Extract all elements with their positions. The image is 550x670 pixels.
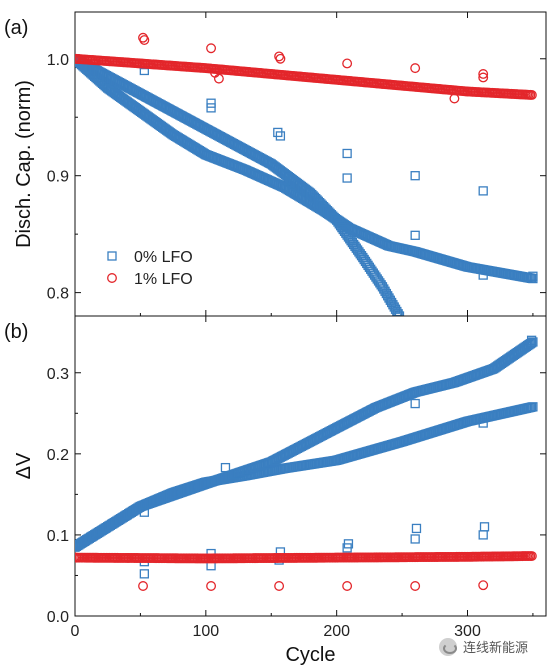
panel-b-outlier-point (410, 581, 421, 591)
panel-b-outlier-point (139, 507, 149, 517)
panel-b-ytick-label: 0.0 (47, 609, 69, 626)
panel-b-frame (74, 315, 547, 617)
panel-b-point (526, 551, 537, 561)
panel-a-outlier-point (478, 69, 489, 79)
panel-a-outlier-point (206, 43, 217, 54)
panel-b-outlier-point (479, 522, 490, 532)
panel-a-ytick-label: 1.0 (47, 52, 69, 69)
panel-a-outlier-point (206, 98, 216, 108)
panel-b-label: (b) (4, 321, 28, 343)
panel-a-outlier-point (342, 173, 352, 183)
panel-a-outlier-point (410, 171, 420, 181)
panel-b-outlier-point (220, 462, 231, 473)
panel-b-ylabel: ΔV (13, 452, 35, 479)
panel-b-outlier-point (478, 530, 488, 540)
panel-b-xtick-label: 100 (192, 623, 219, 640)
watermark-text: 连线新能源 (462, 641, 528, 656)
wechat-logo-icon (438, 637, 457, 656)
panel-a-point (75, 53, 80, 64)
panel-b-data (75, 335, 538, 591)
panel-b-outlier-point (274, 581, 285, 591)
panel-a-outlier-point (478, 186, 488, 196)
panel-b-point (528, 402, 538, 412)
panel-b-xtick-label: 200 (323, 623, 350, 640)
panel-b-outlier-point (343, 539, 354, 549)
panel-a-outlier-point (478, 72, 489, 83)
panel-b-outlier-point (410, 534, 420, 544)
panel-b-outlier-point (478, 418, 488, 428)
panel-b-ytick-label: 0.3 (47, 366, 69, 383)
panel-a-outlier-point (275, 53, 286, 64)
panel-b-outlier-point (342, 581, 353, 591)
panel-a-point (393, 309, 403, 316)
panel-b-outlier-point (411, 523, 422, 534)
panel-a-outlier-point (342, 58, 353, 69)
panel-a-outlier-point (410, 63, 421, 74)
panel-b-ytick-label: 0.2 (47, 447, 69, 464)
panel-b-outlier-point (139, 569, 149, 579)
panel-b-series-0-lfo (75, 335, 538, 579)
watermark: 连线新能源 (438, 637, 528, 656)
panel-b-xlabel: Cycle (285, 644, 335, 666)
panel-a-series-1-lfo (75, 32, 537, 104)
legend-marker (107, 273, 117, 283)
panel-b-xtick-label: 0 (71, 623, 80, 640)
panel-b-outlier-point (206, 581, 217, 591)
panel-a-outlier-point (206, 103, 216, 113)
panel-b-outlier-point (138, 581, 148, 591)
panel-a-point (394, 311, 405, 316)
panel-b: 0.0 0.1 0.2 0.3 0 100 200 300 Cycle ΔV (b) (4, 315, 547, 666)
panel-a-outlier-point (478, 270, 488, 280)
panel-a-outlier-point (213, 73, 224, 84)
panel-b-outlier-point (526, 335, 537, 345)
legend-marker (107, 251, 117, 261)
panel-b-outlier-point (478, 580, 489, 591)
panel-a: 0.8 0.9 1.0 Disch. Cap. (norm) (a) 0% LFO 1% L… (4, 11, 547, 317)
panel-a-outlier-point (274, 51, 285, 62)
panel-b-outlier-point (410, 398, 420, 409)
panel-b-point (75, 552, 80, 563)
legend-label: 0% LFO (134, 249, 193, 266)
panel-a-outlier-point (275, 131, 286, 141)
panel-a-outlier-point (528, 271, 538, 281)
panel-a-outlier-point (410, 230, 420, 240)
panel-b-series-1-lfo (75, 551, 537, 591)
panel-a-ylabel: Disch. Cap. (norm) (13, 80, 35, 248)
panel-a-label: (a) (4, 17, 28, 39)
legend-label: 1% LFO (134, 271, 193, 288)
panel-b-ytick-label: 0.1 (47, 528, 69, 545)
panel-a-outlier-point (138, 32, 148, 43)
panel-a-ytick-label: 0.8 (47, 286, 69, 303)
panel-a-outlier-point (139, 35, 150, 46)
panel-a-outlier-point (449, 93, 460, 104)
panel-a-outlier-point (342, 148, 352, 159)
panel-a-legend: 0% LFO 1% LFO (107, 249, 193, 288)
panel-a-ytick-label: 0.9 (47, 169, 69, 186)
panel-a-data (75, 32, 538, 316)
panel-b-xtick-label: 300 (454, 623, 481, 640)
panel-b-point (528, 337, 538, 347)
panel-a-point (526, 90, 537, 100)
